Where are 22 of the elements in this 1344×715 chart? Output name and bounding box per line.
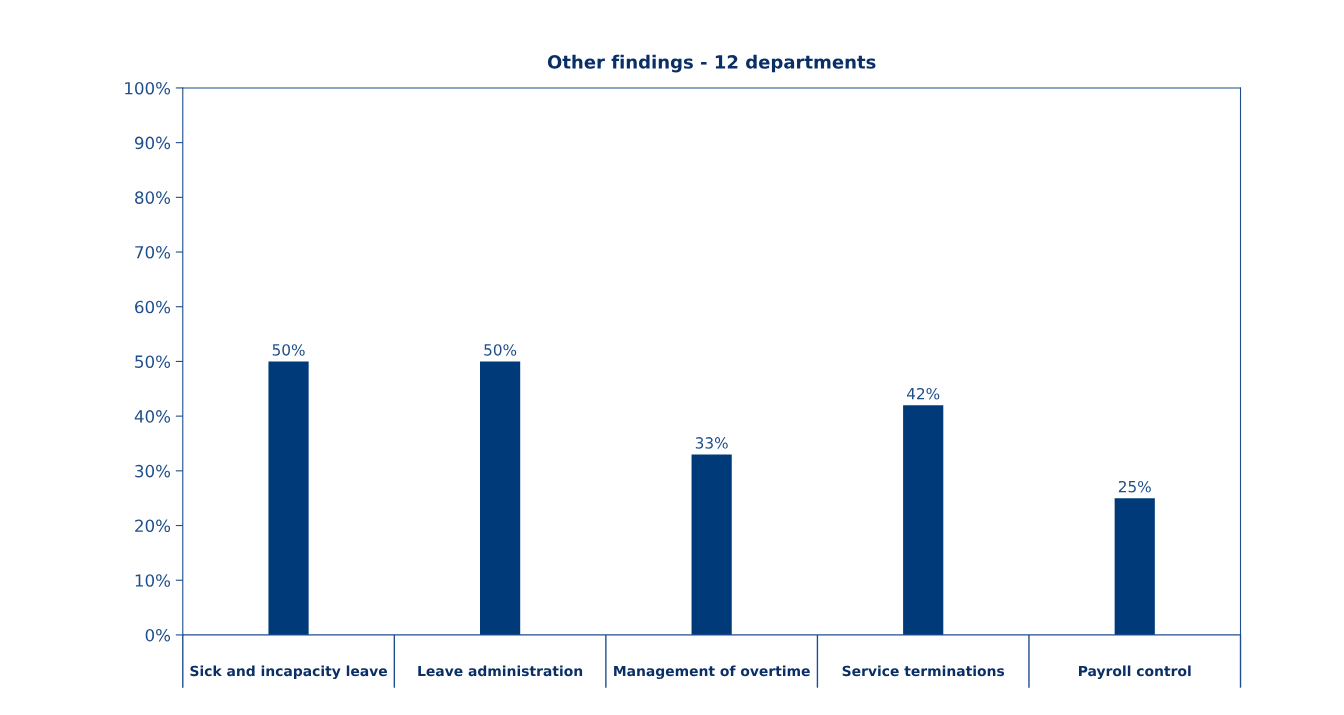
y-tick-label: 20%: [135, 519, 171, 533]
y-tick-label: 10%: [135, 574, 171, 587]
chart-title: Other findings - 12 departments: [547, 54, 876, 73]
y-tick-label: 80%: [135, 191, 171, 204]
data-label: 42%: [906, 387, 940, 400]
y-tick-label: 70%: [135, 246, 171, 259]
y-tick-label: 100%: [125, 81, 171, 95]
x-tick-label: Sick and incapacity leave: [190, 665, 387, 680]
x-tick-label: Management of overtime: [614, 665, 810, 680]
y-tick-label: 30%: [135, 464, 171, 478]
data-label: 25%: [1118, 480, 1151, 493]
x-tick-label: Leave administration: [418, 665, 583, 677]
y-tick-label: 40%: [134, 410, 171, 423]
y-tick-label: 90%: [134, 136, 171, 150]
data-label: 33%: [695, 437, 728, 449]
y-tick-label: 0%: [145, 628, 171, 642]
y-tick-label: 50%: [135, 355, 171, 368]
data-label: 50%: [272, 344, 305, 356]
x-tick-label: Service terminations: [842, 665, 1005, 677]
x-tick-label: Payroll control: [1079, 665, 1191, 680]
data-label: 50%: [484, 344, 517, 356]
y-tick-label: 60%: [135, 300, 171, 314]
